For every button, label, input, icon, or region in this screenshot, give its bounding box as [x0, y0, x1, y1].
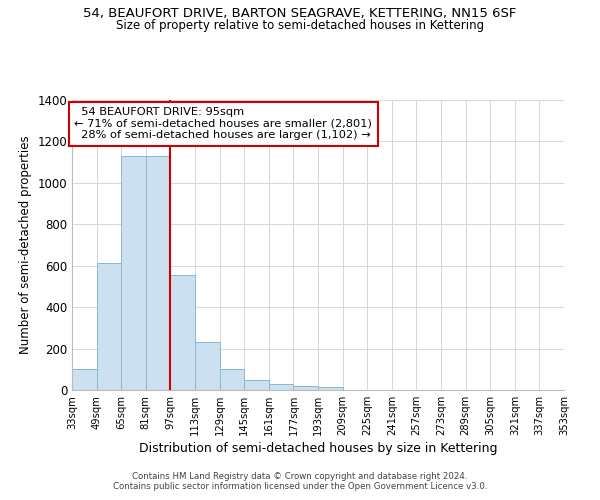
Bar	[195, 342, 220, 390]
Bar	[121, 156, 146, 390]
Text: Contains public sector information licensed under the Open Government Licence v3: Contains public sector information licen…	[113, 482, 487, 491]
Text: Contains HM Land Registry data © Crown copyright and database right 2024.: Contains HM Land Registry data © Crown c…	[132, 472, 468, 481]
Y-axis label: Number of semi-detached properties: Number of semi-detached properties	[19, 136, 32, 354]
Bar	[97, 262, 121, 390]
Bar	[72, 370, 97, 390]
Text: 54 BEAUFORT DRIVE: 95sqm
← 71% of semi-detached houses are smaller (2,801)
  28%: 54 BEAUFORT DRIVE: 95sqm ← 71% of semi-d…	[74, 108, 373, 140]
Bar	[244, 380, 269, 390]
Bar	[269, 384, 293, 390]
Bar	[146, 156, 170, 390]
Bar	[170, 275, 195, 390]
Bar	[318, 387, 343, 390]
Bar	[220, 370, 244, 390]
X-axis label: Distribution of semi-detached houses by size in Kettering: Distribution of semi-detached houses by …	[139, 442, 497, 455]
Bar	[293, 386, 318, 390]
Text: 54, BEAUFORT DRIVE, BARTON SEAGRAVE, KETTERING, NN15 6SF: 54, BEAUFORT DRIVE, BARTON SEAGRAVE, KET…	[83, 8, 517, 20]
Text: Size of property relative to semi-detached houses in Kettering: Size of property relative to semi-detach…	[116, 19, 484, 32]
